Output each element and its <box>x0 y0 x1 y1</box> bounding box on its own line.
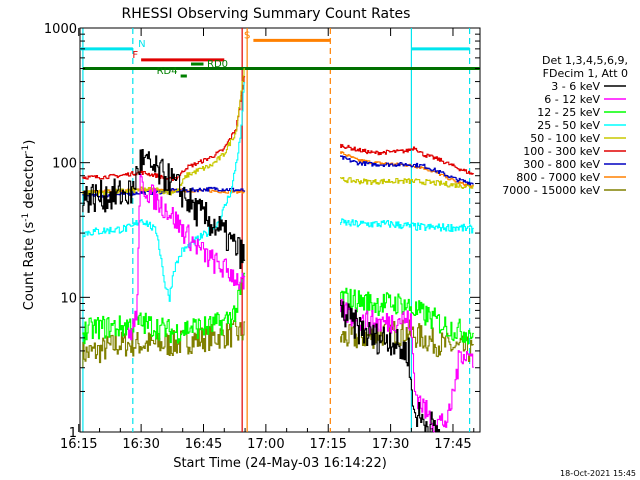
flag-label-3: S <box>244 30 250 41</box>
legend-label-6: 300 - 800 keV <box>523 158 600 171</box>
chart-title: RHESSI Observing Summary Count Rates <box>122 6 411 22</box>
y-axis-label-sup1: -1 <box>21 213 31 222</box>
series-25-50-keV-segment-1 <box>82 82 246 302</box>
legend: Det 1,3,4,5,6,9,FDecim 1, Att 03 - 6 keV… <box>502 54 628 197</box>
legend-label-3: 25 - 50 keV <box>537 119 600 132</box>
x-tick-label-6: 17:45 <box>434 437 471 452</box>
y-axis-label-end: ) <box>22 140 37 145</box>
series-12-25-keV-segment-2 <box>340 287 474 345</box>
x-tick-label-3: 17:00 <box>247 437 284 452</box>
legend-label-0: 3 - 6 keV <box>551 80 600 93</box>
y-tick-label-2: 100 <box>52 157 77 172</box>
series-3-6-keV-segment-1 <box>82 148 246 269</box>
series-300-800-keV-segment-2 <box>340 155 474 186</box>
x-axis-label: Start Time (24-May-03 16:14:22) <box>173 456 387 471</box>
series-12-25-keV-segment-1 <box>82 272 246 345</box>
y-axis-label-mid: detector <box>22 153 37 213</box>
x-tick-label-4: 17:15 <box>309 437 346 452</box>
x-tick-label-2: 16:45 <box>185 437 222 452</box>
legend-header-0: Det 1,3,4,5,6,9, <box>542 54 628 67</box>
y-axis-label-sup2: -1 <box>21 145 31 154</box>
legend-label-4: 50 - 100 keV <box>530 132 600 145</box>
plot-frame <box>79 27 481 433</box>
plot-area: NF S RD0 RD4 <box>79 27 481 433</box>
legend-label-8: 7000 - 15000 keV <box>502 184 600 197</box>
flag-label-2: F <box>132 50 138 61</box>
flag-label-0: N <box>138 39 145 50</box>
series-800-7000-keV-segment-2 <box>340 151 474 189</box>
legend-label-1: 6 - 12 keV <box>544 93 600 106</box>
legend-label-2: 12 - 25 keV <box>537 106 600 119</box>
x-tick-label-0: 16:15 <box>60 437 97 452</box>
x-tick-label-5: 17:30 <box>372 437 409 452</box>
series-25-50-keV-segment-2 <box>340 218 474 234</box>
flag-label-5: RD4 <box>157 66 178 77</box>
y-axis-label-main: Count Rate (s <box>22 222 37 311</box>
y-axis: 1 10 100 1000 <box>44 22 480 441</box>
x-tick-label-1: 16:30 <box>122 437 159 452</box>
series-6-12-keV-segment-1 <box>128 173 246 341</box>
legend-label-7: 800 - 7000 keV <box>516 171 600 184</box>
flag-label-4: RD0 <box>207 59 228 70</box>
legend-label-5: 100 - 300 keV <box>523 145 600 158</box>
legend-header-1: FDecim 1, Att 0 <box>543 67 628 80</box>
series-50-100-keV-segment-2 <box>340 176 474 189</box>
series-100-300-keV-segment-2 <box>340 143 474 175</box>
timestamp: 18-Oct-2021 15:45 <box>560 469 636 478</box>
y-tick-label-1: 10 <box>60 291 77 306</box>
y-axis-label: Count Rate (s-1 detector-1) <box>21 140 37 311</box>
series-6-12-keV-segment-2 <box>340 298 474 433</box>
series-7000-15000-keV-segment-2 <box>340 319 474 363</box>
x-axis: 16:15 16:30 16:45 17:00 17:15 17:30 17:45 <box>60 28 475 452</box>
series-100-300-keV-segment-1 <box>82 76 246 181</box>
series-3-6-keV-segment-2 <box>340 300 441 433</box>
series-7000-15000-keV-segment-1 <box>82 320 246 368</box>
y-tick-label-3: 1000 <box>44 22 77 37</box>
y-tick-label-0: 1 <box>69 426 77 441</box>
